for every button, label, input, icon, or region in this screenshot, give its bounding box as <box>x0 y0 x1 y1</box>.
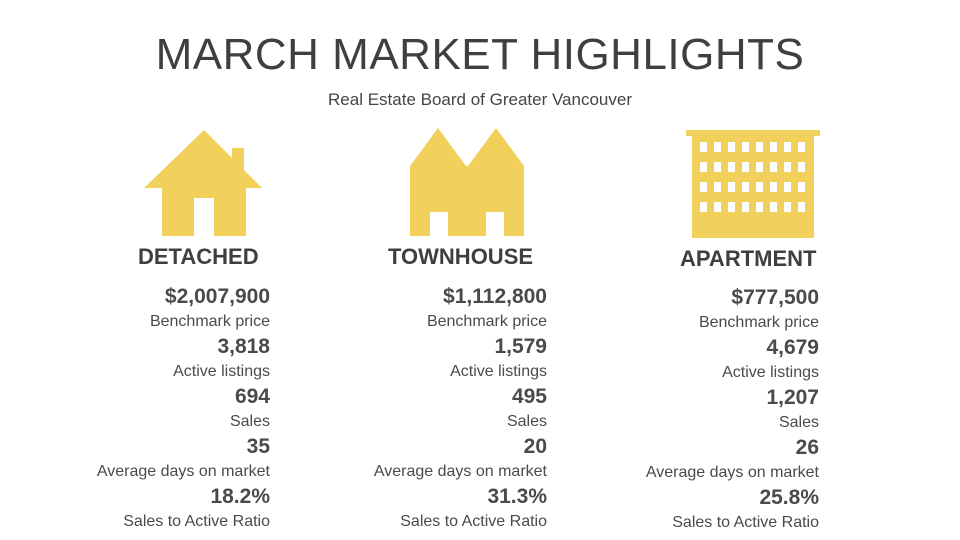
sales-to-active-value: 31.3% <box>487 485 547 508</box>
benchmark-price-label: Benchmark price <box>426 313 547 330</box>
sales-to-active-value: 18.2% <box>210 485 270 508</box>
sales-label: Sales <box>229 413 270 430</box>
days-on-market-value: 26 <box>795 436 819 459</box>
apartment-building-icon <box>686 130 820 238</box>
active-listings-value: 3,818 <box>217 335 270 358</box>
sales-value: 495 <box>511 385 547 408</box>
benchmark-price-label: Benchmark price <box>149 313 270 330</box>
house-icon <box>144 130 262 236</box>
sales-label: Sales <box>778 414 819 431</box>
detached-column: DETACHED $2,007,900 Benchmark price 3,81… <box>0 0 300 540</box>
days-on-market-value: 35 <box>246 435 270 458</box>
days-on-market-label: Average days on market <box>645 464 819 481</box>
sales-label: Sales <box>506 413 547 430</box>
active-listings-label: Active listings <box>450 363 547 380</box>
sales-to-active-label: Sales to Active Ratio <box>672 514 819 531</box>
apartment-stats: $777,500 Benchmark price 4,679 Active li… <box>646 285 819 535</box>
active-listings-label: Active listings <box>173 363 270 380</box>
category-detached: DETACHED <box>138 244 259 269</box>
active-listings-label: Active listings <box>722 364 819 381</box>
apartment-column: APARTMENT $777,500 Benchmark price 4,679… <box>600 0 900 540</box>
page-title: MARCH MARKET HIGHLIGHTS <box>155 30 805 79</box>
townhouse-column: TOWNHOUSE $1,112,800 Benchmark price 1,5… <box>300 0 600 540</box>
category-apartment: APARTMENT <box>680 246 817 271</box>
sales-to-active-label: Sales to Active Ratio <box>400 513 547 530</box>
sales-to-active-value: 25.8% <box>759 486 819 509</box>
days-on-market-label: Average days on market <box>96 463 270 480</box>
days-on-market-label: Average days on market <box>373 463 547 480</box>
benchmark-price-label: Benchmark price <box>698 314 819 331</box>
active-listings-value: 1,579 <box>494 335 547 358</box>
page-subtitle: Real Estate Board of Greater Vancouver <box>328 90 632 109</box>
townhouse-stats: $1,112,800 Benchmark price 1,579 Active … <box>374 284 547 534</box>
townhouse-icon <box>410 128 524 236</box>
active-listings-value: 4,679 <box>766 336 819 359</box>
benchmark-price-value: $2,007,900 <box>164 285 270 308</box>
category-townhouse: TOWNHOUSE <box>388 244 534 269</box>
detached-stats: $2,007,900 Benchmark price 3,818 Active … <box>97 284 270 534</box>
sales-value: 1,207 <box>766 386 819 409</box>
sales-to-active-label: Sales to Active Ratio <box>123 513 270 530</box>
sales-value: 694 <box>234 385 270 408</box>
benchmark-price-value: $777,500 <box>731 286 819 309</box>
benchmark-price-value: $1,112,800 <box>443 285 547 308</box>
days-on-market-value: 20 <box>523 435 547 458</box>
